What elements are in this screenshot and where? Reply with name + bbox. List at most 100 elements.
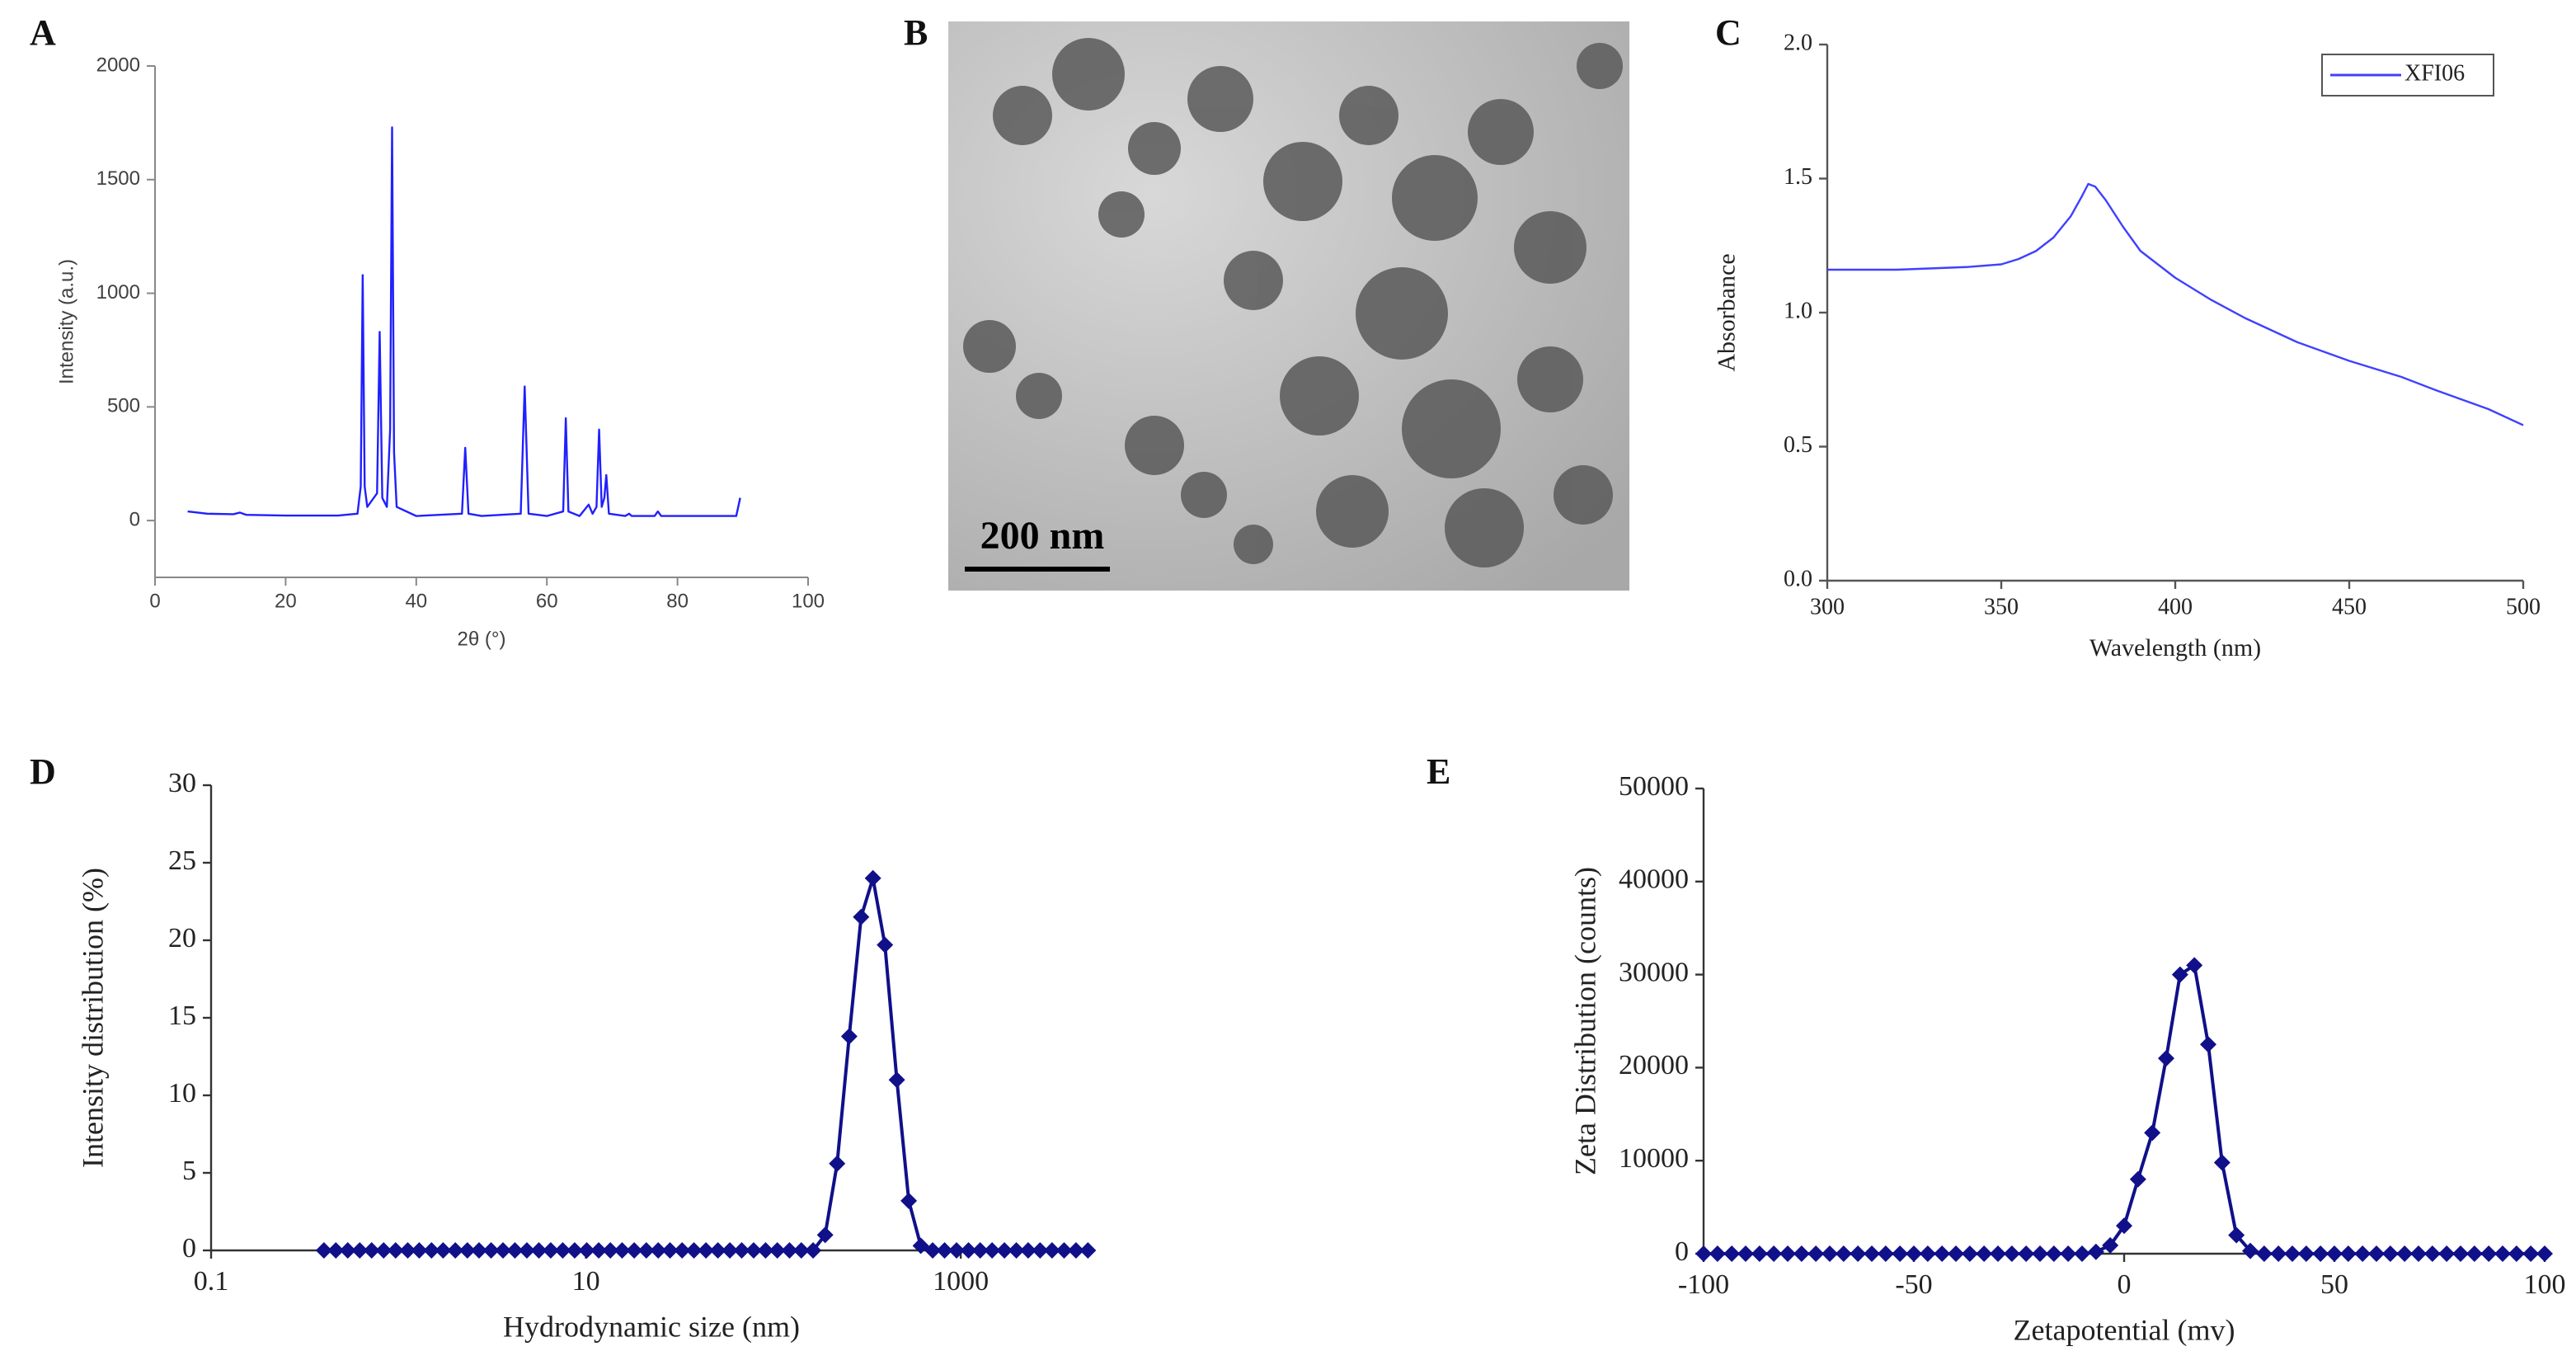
data-point	[1961, 1245, 1978, 1262]
y-axis-label: Absorbance	[1713, 253, 1741, 371]
panel-label: C	[1715, 12, 1742, 53]
data-point	[2423, 1245, 2441, 1262]
data-point	[2213, 1154, 2230, 1171]
data-point	[1835, 1245, 1852, 1262]
legend-label: XFI06	[2404, 60, 2465, 86]
x-tick-label: 300	[1810, 594, 1845, 619]
panel-label: D	[30, 751, 56, 792]
y-tick-label: 1.5	[1784, 164, 1812, 190]
series-line	[1827, 182, 2524, 426]
data-point	[650, 1242, 667, 1259]
data-point	[351, 1242, 369, 1259]
data-point	[2536, 1245, 2553, 1262]
data-point	[853, 908, 870, 925]
x-tick-label: 0	[149, 590, 160, 612]
y-tick-label: 40000	[1619, 864, 1689, 895]
data-point	[1019, 1242, 1037, 1259]
data-point	[2339, 1245, 2357, 1262]
data-point	[960, 1242, 977, 1259]
data-point	[1765, 1245, 1783, 1262]
y-tick-label: 30000	[1619, 957, 1689, 987]
data-point	[2171, 966, 2188, 983]
data-point	[482, 1242, 500, 1259]
data-point	[805, 1242, 822, 1259]
data-point	[912, 1237, 929, 1255]
data-point	[1032, 1242, 1049, 1259]
data-point	[2060, 1245, 2077, 1262]
data-point	[2102, 1236, 2119, 1254]
y-tick-label: 2000	[96, 54, 140, 76]
data-point	[816, 1226, 834, 1244]
data-point	[315, 1242, 332, 1259]
data-point	[792, 1242, 810, 1259]
data-point	[829, 1155, 846, 1172]
data-point	[2144, 1124, 2161, 1142]
y-tick-label: 0.5	[1784, 432, 1812, 458]
data-point	[602, 1242, 619, 1259]
data-point	[709, 1242, 726, 1259]
data-point	[339, 1242, 356, 1259]
chart-panel: C 0.0 0.5 1.0 1.5 2.0 300 350 400 450 500 Wavelengt…	[1713, 12, 2541, 661]
data-point	[1043, 1242, 1060, 1259]
series-line	[1704, 963, 2545, 1255]
y-tick-label: 15	[168, 1000, 196, 1031]
x-tick-label: 350	[1984, 594, 2019, 619]
x-tick-label: 100	[792, 590, 825, 612]
data-point	[984, 1242, 1001, 1259]
data-point	[2410, 1245, 2427, 1262]
data-point	[2003, 1245, 2020, 1262]
data-point	[518, 1242, 535, 1259]
x-tick-label: 1000	[933, 1266, 989, 1297]
data-point	[2087, 1243, 2104, 1260]
data-point	[2522, 1245, 2540, 1262]
data-point	[2129, 1170, 2146, 1188]
data-point	[590, 1242, 608, 1259]
data-point	[996, 1242, 1013, 1259]
x-tick-label: 0	[2118, 1269, 2132, 1300]
y-axis-label: Zeta Distribution (counts)	[1569, 867, 1602, 1175]
x-tick-label: -50	[1895, 1269, 1932, 1300]
data-point	[399, 1242, 416, 1259]
data-point	[327, 1242, 345, 1259]
x-tick-label: 20	[275, 590, 297, 612]
data-point	[971, 1242, 989, 1259]
y-tick-label: 10	[168, 1078, 196, 1109]
data-point	[554, 1242, 571, 1259]
data-point	[733, 1242, 750, 1259]
data-point	[1779, 1245, 1796, 1262]
data-point	[1850, 1245, 1867, 1262]
data-point	[2186, 957, 2203, 974]
data-point	[1751, 1245, 1768, 1262]
legend: XFI06	[2321, 54, 2494, 97]
panel-label: B	[904, 12, 928, 53]
data-point	[840, 1028, 858, 1045]
series-line	[187, 126, 741, 517]
data-point	[698, 1242, 715, 1259]
data-point	[1919, 1245, 1936, 1262]
chart-panel: A 0 500 1000 1500 2000 0 20 40 60 80 100 2θ (°) Inten…	[30, 12, 825, 650]
x-axis-label: 2θ (°)	[458, 628, 506, 650]
data-point	[2242, 1242, 2259, 1259]
y-tick-label: 2.0	[1784, 30, 1812, 55]
x-tick-label: -100	[1678, 1269, 1729, 1300]
x-tick-label: 450	[2332, 594, 2367, 619]
data-point	[1723, 1245, 1741, 1262]
data-point	[1906, 1245, 1922, 1262]
y-tick-label: 20000	[1619, 1050, 1689, 1080]
data-point	[1864, 1245, 1880, 1262]
data-point	[757, 1242, 774, 1259]
x-tick-label: 400	[2158, 594, 2193, 619]
data-point	[542, 1242, 559, 1259]
data-point	[626, 1242, 643, 1259]
data-point	[2200, 1036, 2216, 1053]
data-point	[1976, 1245, 1993, 1262]
particles	[963, 38, 1623, 567]
data-point	[1822, 1245, 1838, 1262]
data-point	[1793, 1245, 1810, 1262]
data-point	[1877, 1245, 1894, 1262]
data-point	[1695, 1245, 1712, 1262]
data-point	[2116, 1217, 2132, 1235]
data-point	[2018, 1245, 2035, 1262]
